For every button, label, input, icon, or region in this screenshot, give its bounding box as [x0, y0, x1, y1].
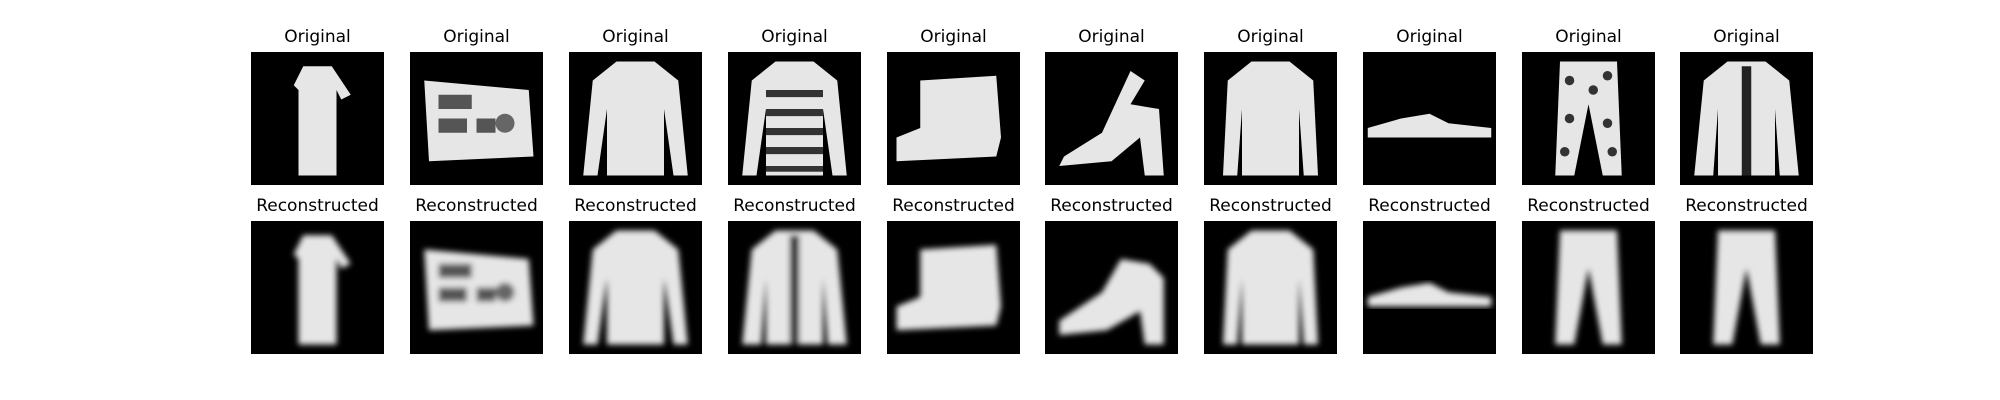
panel-title: Original [1078, 27, 1145, 47]
bag-image [410, 52, 543, 185]
flip-flop-image [1363, 52, 1496, 185]
sweater-image [569, 221, 702, 354]
panel-title: Original [1237, 27, 1304, 47]
sandal-heel-image [1045, 52, 1178, 185]
coat-image [728, 221, 861, 354]
sweater-image [569, 52, 702, 185]
panel-title: Original [761, 27, 828, 47]
panel-title: Original [602, 27, 669, 47]
bag-image [410, 221, 543, 354]
panel-title: Reconstructed [574, 196, 697, 216]
panel-title: Reconstructed [1685, 196, 1808, 216]
trousers-image [1680, 221, 1813, 354]
flip-flop-image [1363, 221, 1496, 354]
shirt-image [1204, 52, 1337, 185]
ankle-boot-image [887, 221, 1020, 354]
panel-title: Original [1713, 27, 1780, 47]
panel-title: Reconstructed [1368, 196, 1491, 216]
coat-image [1680, 52, 1813, 185]
panel-title: Original [1555, 27, 1622, 47]
patterned-coat-image [728, 52, 861, 185]
ankle-boot-image [887, 52, 1020, 185]
heel-image [1045, 221, 1178, 354]
panel-title: Reconstructed [415, 196, 538, 216]
dress-image [251, 221, 384, 354]
patterned-trousers-image [1522, 52, 1655, 185]
panel-title: Reconstructed [1527, 196, 1650, 216]
panel-title: Reconstructed [256, 196, 379, 216]
panel-title: Original [284, 27, 351, 47]
panel-title: Reconstructed [1209, 196, 1332, 216]
panel-title: Original [920, 27, 987, 47]
panel-title: Reconstructed [733, 196, 856, 216]
panel-title: Reconstructed [892, 196, 1015, 216]
panel-title: Original [443, 27, 510, 47]
trousers-image [1522, 221, 1655, 354]
shirt-image [1204, 221, 1337, 354]
panel-title: Original [1396, 27, 1463, 47]
panel-title: Reconstructed [1050, 196, 1173, 216]
dress-image [251, 52, 384, 185]
